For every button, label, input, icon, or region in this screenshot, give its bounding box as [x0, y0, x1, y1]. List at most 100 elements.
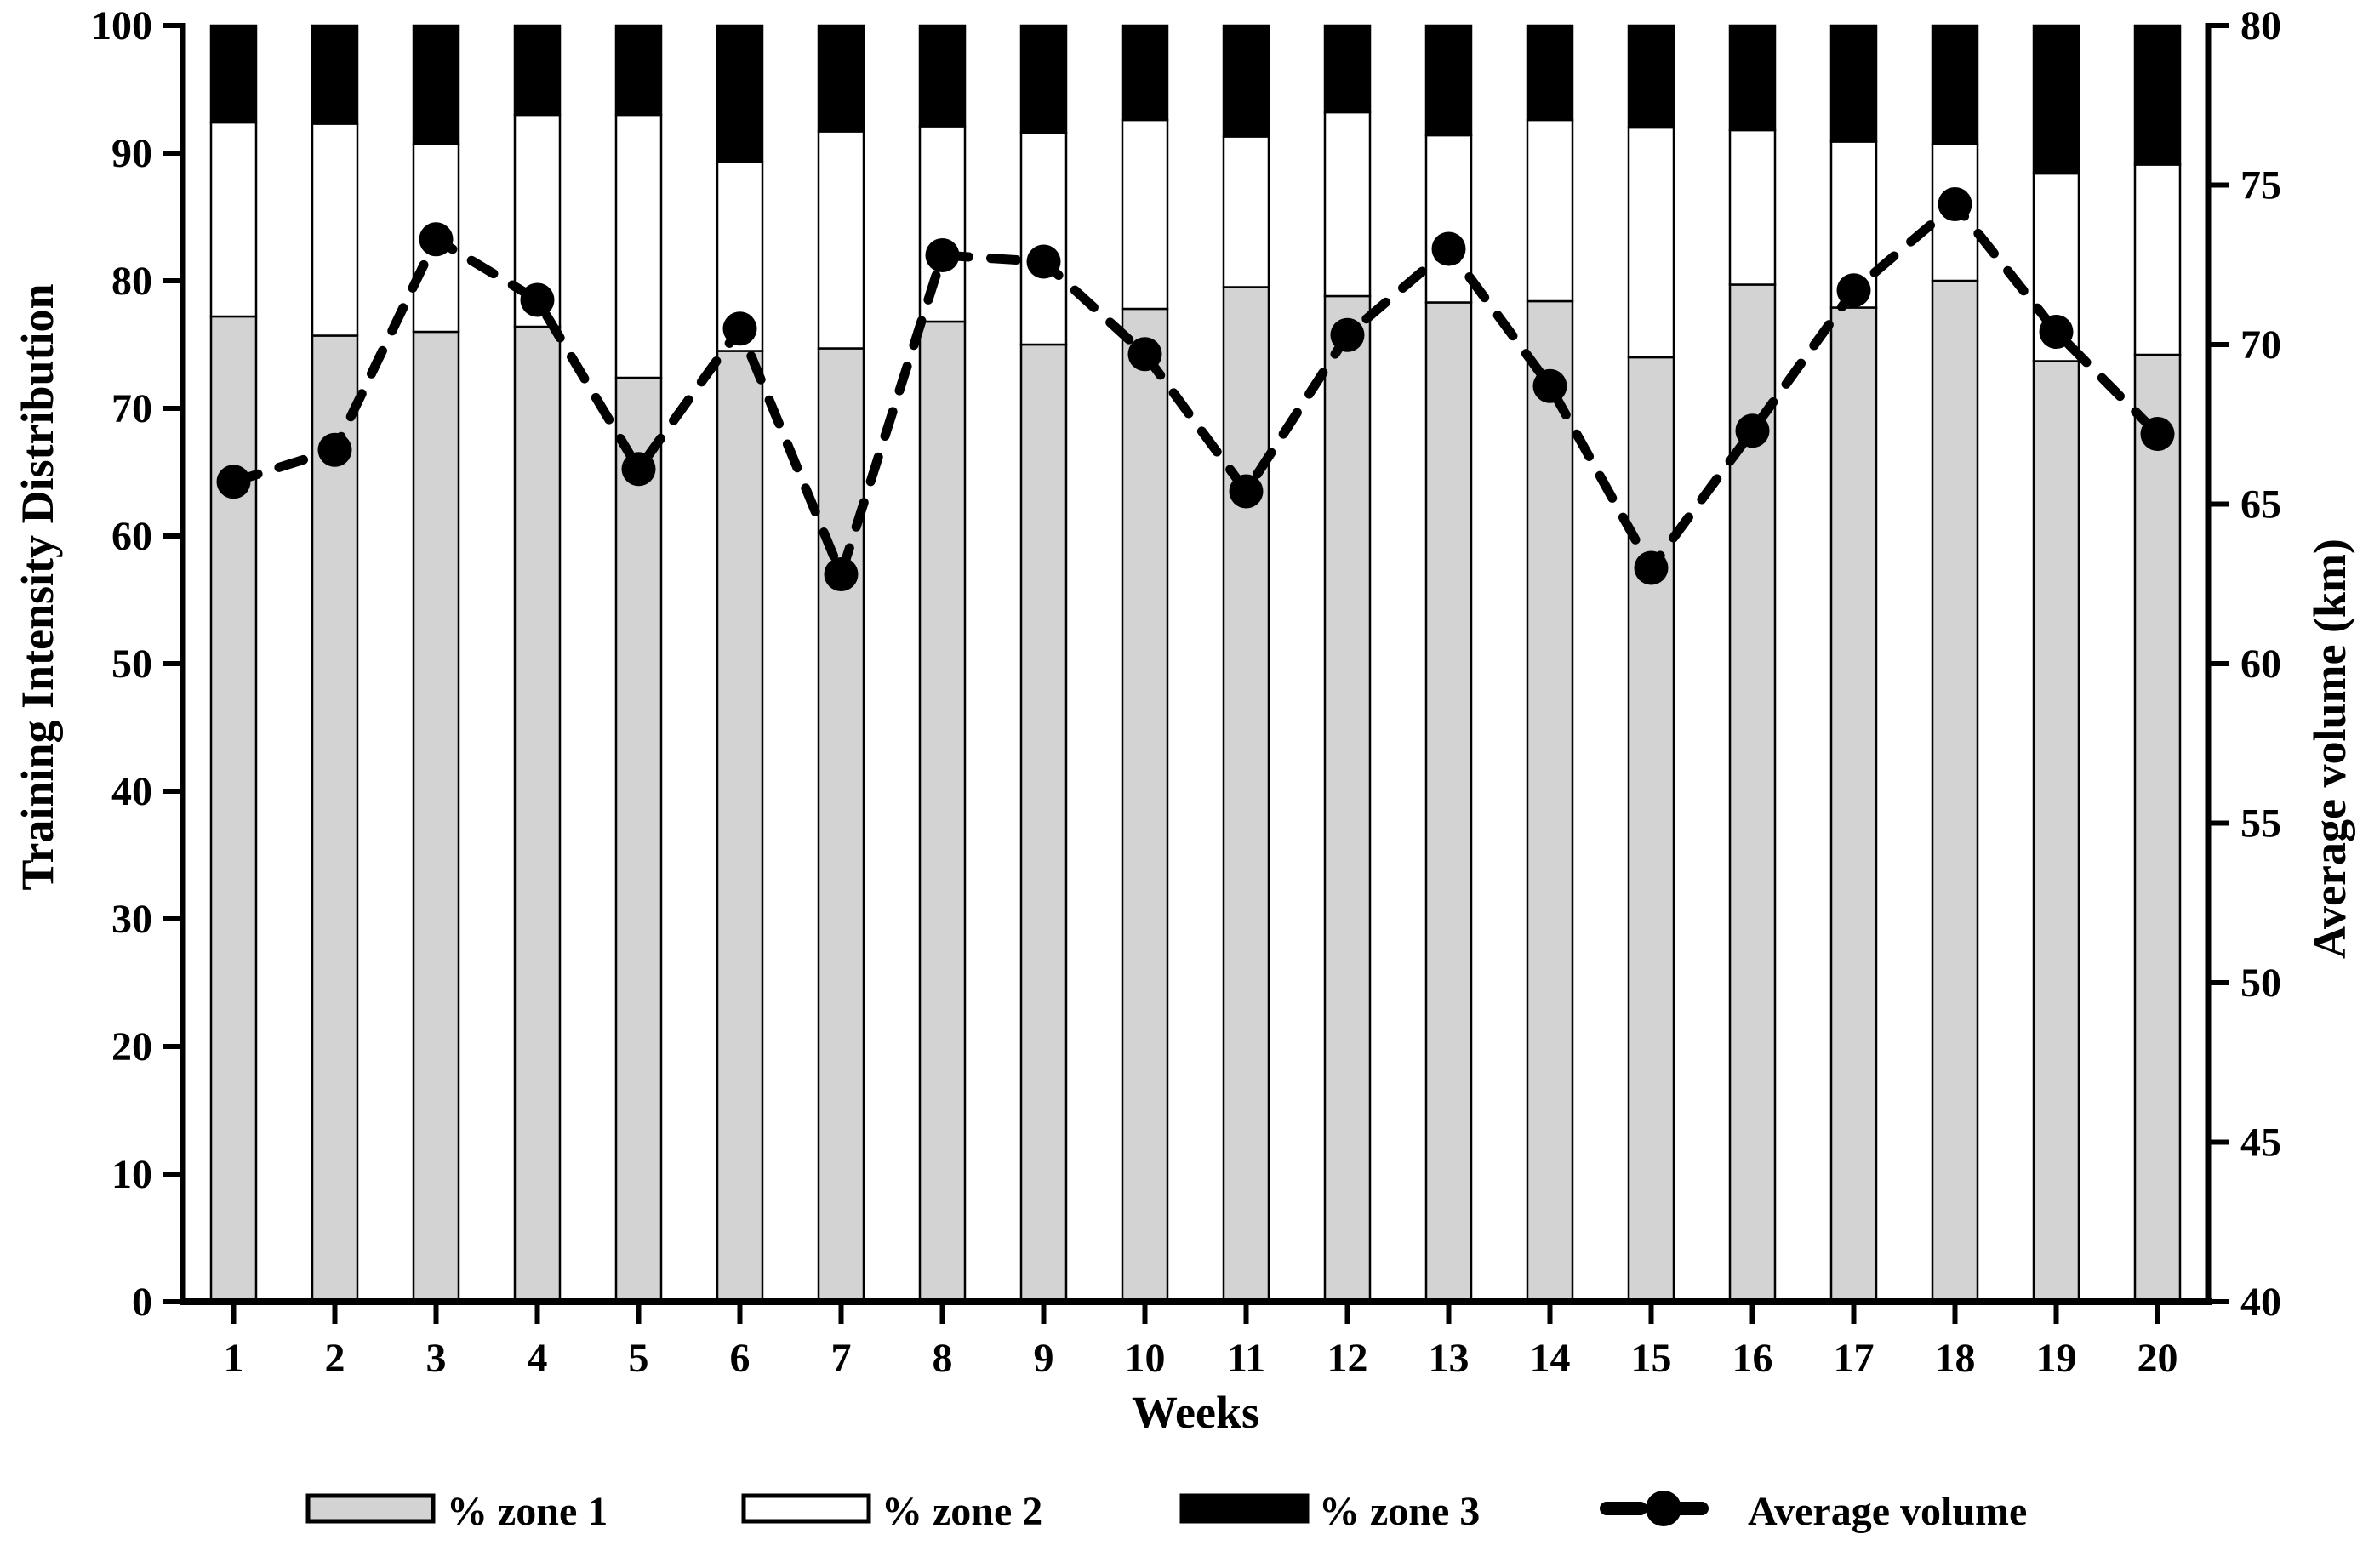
- bar-week-10-zone1-segment: [1121, 307, 1169, 1303]
- left-axis-tick-label-90: 90: [111, 131, 152, 176]
- legend-label-zone3: % zone 3: [1319, 1489, 1480, 1534]
- x-axis-tick-label-week-9: 9: [1034, 1336, 1054, 1381]
- bar-week-14-zone2-segment: [1526, 118, 1574, 303]
- bar-week-6-zone1-segment: [716, 350, 764, 1303]
- x-axis-tick-label-week-19: 19: [2036, 1336, 2077, 1381]
- tick-labels-group: 0102030405060708090100404550556065707580…: [91, 3, 2281, 1381]
- bar-week-10-zone3-segment: [1121, 24, 1169, 122]
- x-axis-tick-label-week-17: 17: [1834, 1336, 1875, 1381]
- average-volume-point-week-1: [216, 465, 251, 499]
- x-axis-tick-label-week-3: 3: [426, 1336, 447, 1381]
- left-axis-tick-label-30: 30: [111, 897, 152, 942]
- bar-week-14-zone3-segment: [1526, 24, 1574, 122]
- average-volume-point-week-20: [2140, 417, 2175, 451]
- bar-week-7-zone1-segment: [817, 347, 865, 1303]
- x-axis-tick-label-week-4: 4: [528, 1336, 548, 1381]
- bar-week-19-zone3-segment: [2032, 24, 2080, 175]
- bar-week-4-zone1-segment: [513, 325, 562, 1303]
- legend-group: % zone 1 % zone 2 % zone 3 Average volume: [305, 1489, 2027, 1534]
- bar-week-2: [311, 24, 359, 1303]
- bar-week-3-zone3-segment: [412, 24, 460, 145]
- bar-week-13: [1424, 24, 1473, 1303]
- x-axis-tick-label-week-15: 15: [1631, 1336, 1672, 1381]
- x-axis-tick-label-week-20: 20: [2137, 1336, 2178, 1381]
- bar-week-17-zone3-segment: [1829, 24, 1878, 143]
- bar-week-3: [412, 24, 460, 1303]
- average-volume-point-week-19: [2039, 315, 2074, 349]
- bar-week-20: [2133, 24, 2182, 1303]
- bar-week-7-zone3-segment: [817, 24, 865, 133]
- average-volume-point-week-6: [722, 311, 757, 346]
- x-axis-tick-label-week-13: 13: [1429, 1336, 1470, 1381]
- bar-week-10: [1121, 24, 1169, 1303]
- bar-week-5-zone1-segment: [614, 376, 663, 1303]
- average-volume-point-week-12: [1330, 317, 1365, 352]
- x-axis-tick-label-week-10: 10: [1125, 1336, 1166, 1381]
- bar-week-10-zone2-segment: [1121, 118, 1169, 311]
- bar-week-7-zone2-segment: [817, 130, 865, 350]
- right-axis-title: Average volume (km): [2304, 539, 2355, 959]
- right-axis-tick-label-50: 50: [2240, 961, 2281, 1006]
- bar-week-17: [1829, 24, 1878, 1303]
- x-axis-tick-label-week-5: 5: [629, 1336, 649, 1381]
- bar-week-12-zone2-segment: [1323, 111, 1372, 298]
- bar-week-4-zone3-segment: [513, 24, 562, 117]
- left-axis-title: Training Intensity Distribution: [12, 283, 63, 890]
- left-axis-tick-label-60: 60: [111, 514, 152, 559]
- x-axis-tick-label-week-11: 11: [1227, 1336, 1265, 1381]
- bar-week-17-zone1-segment: [1829, 306, 1878, 1303]
- bar-week-19: [2032, 24, 2080, 1303]
- bar-week-16-zone2-segment: [1728, 128, 1777, 286]
- bar-week-14: [1526, 24, 1574, 1303]
- average-volume-point-week-17: [1836, 273, 1871, 308]
- stacked-bars-group: [209, 24, 2182, 1303]
- right-axis-tick-label-65: 65: [2240, 482, 2281, 527]
- bar-week-15-zone3-segment: [1627, 24, 1675, 129]
- right-axis-tick-label-60: 60: [2240, 641, 2281, 687]
- bar-week-5-zone3-segment: [614, 24, 663, 117]
- bar-week-20-zone3-segment: [2133, 24, 2182, 166]
- axes-group: [163, 23, 2229, 1324]
- legend-swatch-zone3: [1179, 1493, 1310, 1524]
- x-axis-tick-label-week-6: 6: [730, 1336, 751, 1381]
- bar-week-9: [1019, 24, 1068, 1303]
- bar-week-12-zone3-segment: [1323, 24, 1372, 114]
- bar-week-15: [1627, 24, 1675, 1303]
- x-axis-tick-label-week-1: 1: [224, 1336, 244, 1381]
- x-axis-tick-label-week-2: 2: [325, 1336, 345, 1381]
- bar-week-13-zone1-segment: [1424, 301, 1473, 1303]
- legend-label-zone1: % zone 1: [447, 1489, 608, 1534]
- left-axis-tick-label-100: 100: [91, 3, 152, 48]
- bar-week-19-zone1-segment: [2032, 360, 2080, 1303]
- axis-titles-group: Training Intensity Distribution Average v…: [12, 283, 2355, 1438]
- legend-label-zone2: % zone 2: [882, 1489, 1042, 1534]
- average-volume-point-week-7: [824, 557, 859, 591]
- bar-week-16: [1728, 24, 1777, 1303]
- average-volume-point-week-9: [1026, 244, 1061, 279]
- average-volume-point-week-5: [621, 452, 656, 487]
- bar-week-13-zone3-segment: [1424, 24, 1473, 137]
- bar-week-11-zone2-segment: [1222, 135, 1270, 288]
- x-axis-tick-label-week-16: 16: [1732, 1336, 1773, 1381]
- bar-week-3-zone1-segment: [412, 330, 460, 1303]
- bar-week-14-zone1-segment: [1526, 299, 1574, 1303]
- average-volume-point-week-3: [419, 222, 454, 257]
- bar-week-18-zone2-segment: [1931, 143, 1979, 282]
- legend-swatch-zone1: [305, 1493, 436, 1524]
- average-volume-point-week-2: [317, 432, 352, 467]
- bar-week-9-zone1-segment: [1019, 343, 1068, 1303]
- bar-week-18-zone3-segment: [1931, 24, 1979, 145]
- bar-week-8-zone3-segment: [918, 24, 967, 128]
- left-axis-tick-label-0: 0: [132, 1280, 152, 1325]
- bar-week-7: [817, 24, 865, 1303]
- x-axis-tick-label-week-18: 18: [1935, 1336, 1976, 1381]
- x-axis-tick-label-week-8: 8: [933, 1336, 953, 1381]
- bar-week-18: [1931, 24, 1979, 1303]
- x-axis-tick-label-week-12: 12: [1327, 1336, 1368, 1381]
- bar-week-9-zone2-segment: [1019, 131, 1068, 346]
- left-axis-tick-label-20: 20: [111, 1024, 152, 1069]
- bar-week-6: [716, 24, 764, 1303]
- bar-week-4: [513, 24, 562, 1303]
- left-axis-tick-label-70: 70: [111, 386, 152, 431]
